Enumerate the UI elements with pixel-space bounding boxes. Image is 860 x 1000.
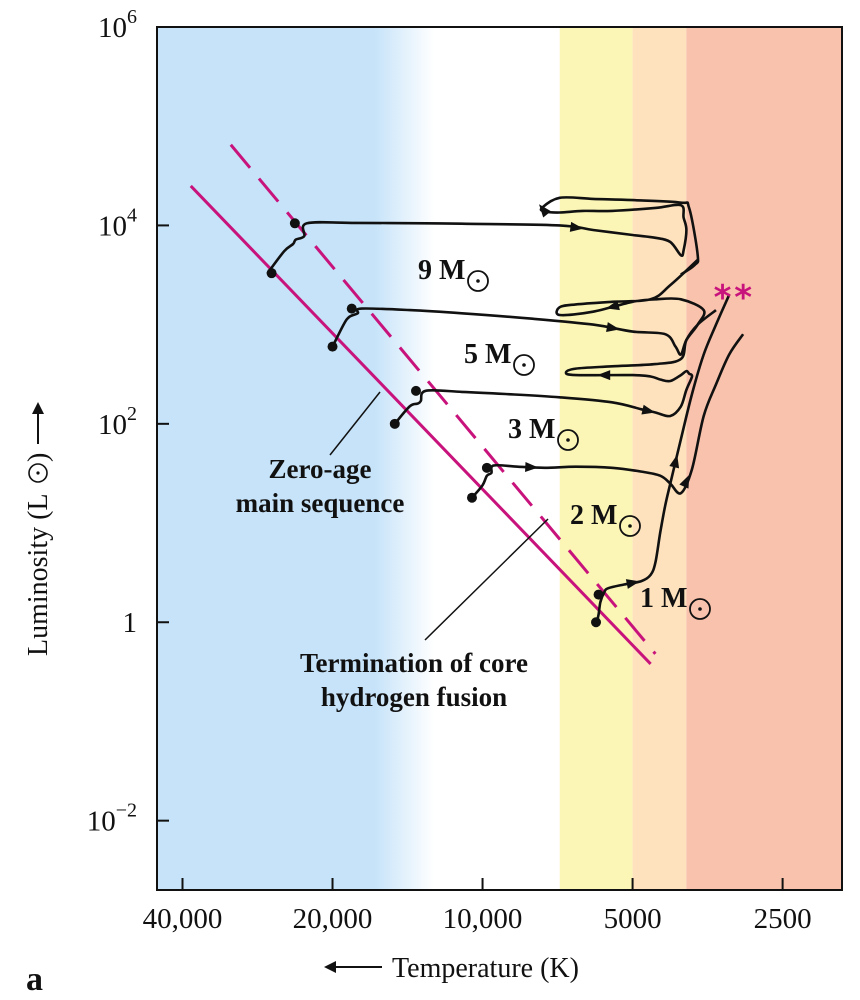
mass-label-9-m: 9 M: [418, 255, 489, 292]
sun-symbol-dot: [476, 279, 480, 283]
band-orange: [632, 27, 687, 890]
mass-label-1-m: 1 M: [640, 583, 711, 620]
track-arrow: [625, 579, 640, 589]
special-symbols: * *: [714, 278, 753, 318]
track-marker: [410, 385, 421, 396]
track-arrow: [525, 461, 539, 472]
mass-label-3-m: 3 M: [508, 414, 579, 451]
tams-label: Termination of core: [300, 648, 528, 678]
zams-line: [189, 184, 652, 665]
track-marker: [266, 268, 277, 279]
track-3-m: [393, 309, 717, 425]
x-axis-title: Temperature (K): [324, 953, 579, 984]
x-axis-ticks: 40,000 20,000 10,000 5000 2500: [143, 878, 812, 935]
asterisk-symbol: *: [714, 278, 732, 318]
track-marker: [481, 462, 492, 473]
sun-symbol-icon: [557, 429, 579, 451]
x-tick-label: 10,000: [443, 903, 523, 935]
band-fade: [374, 27, 435, 890]
track-arrow: [606, 322, 620, 332]
x-tick-label: 20,000: [293, 903, 373, 935]
sun-symbol-dot: [628, 524, 632, 528]
track-arrow: [597, 370, 611, 381]
track-arrow: [641, 404, 656, 415]
y-tick-label: 1: [123, 607, 138, 639]
track-arrow: [669, 454, 680, 469]
mass-label-text: 5 M: [464, 339, 511, 370]
track-arrow: [569, 221, 584, 232]
mass-label-text: 3 M: [508, 414, 555, 445]
panel-label: a: [26, 961, 43, 998]
track-arrow: [606, 300, 620, 311]
temperature-color-bands: [157, 27, 842, 890]
track-marker: [289, 218, 300, 229]
track-marker: [327, 341, 338, 352]
x-tick-label: 40,000: [143, 903, 223, 935]
x-tick-label: 5000: [604, 903, 662, 935]
track-2-m: [470, 333, 745, 499]
mass-label-text: 1 M: [640, 583, 687, 614]
zams-pointer: [329, 391, 381, 456]
y-axis-ticks: 106 104 102 1 10−2: [87, 6, 169, 838]
sun-symbol-dot: [698, 607, 702, 611]
sun-symbol-dot: [522, 363, 526, 367]
y-tick-label: 106: [98, 6, 137, 44]
tams-line: [229, 143, 657, 655]
sun-symbol-icon: [513, 354, 535, 376]
track-marker: [466, 492, 477, 503]
track-marker: [346, 303, 357, 314]
tams-pointer: [424, 518, 549, 641]
annotations: Zero-age main sequence Termination of core…: [236, 391, 549, 712]
y-tick-label: 10−2: [87, 800, 137, 838]
x-axis-label: Temperature (K): [392, 953, 579, 984]
y-tick-label: 104: [98, 204, 137, 242]
mass-labels: 9 M 5 M 3 M 2 M 1 M: [418, 255, 711, 620]
asterisk-symbol: *: [734, 278, 752, 318]
sun-symbol-icon: [619, 515, 641, 537]
sun-symbol-icon: [689, 598, 711, 620]
y-axis-label: Luminosity (L: [23, 493, 54, 656]
band-yellow: [559, 27, 633, 890]
zams-label: Zero-age: [269, 454, 372, 484]
mass-label-text: 2 M: [570, 500, 617, 531]
zams-label: main sequence: [236, 488, 405, 518]
evolutionary-tracks: [266, 195, 745, 628]
track-9-m: [266, 195, 700, 276]
tams-label: hydrogen fusion: [321, 682, 507, 712]
track-arrow: [539, 204, 552, 218]
track-arrow: [679, 474, 690, 489]
mass-label-5-m: 5 M: [464, 339, 535, 376]
sun-symbol-dot: [566, 438, 570, 442]
track-marker: [591, 617, 602, 628]
x-tick-label: 2500: [754, 903, 812, 935]
sun-symbol-icon: [28, 463, 48, 483]
band-white: [409, 27, 560, 890]
mass-label-2-m: 2 M: [570, 500, 641, 537]
sun-symbol-icon: [467, 270, 489, 292]
sequence-lines: [189, 143, 657, 665]
y-axis-label-close: ): [23, 453, 54, 462]
mass-label-text: 9 M: [418, 255, 465, 286]
track-marker: [593, 589, 604, 600]
plot-frame: [156, 26, 843, 891]
band-red: [686, 27, 842, 890]
y-axis-title: Luminosity (L ): [23, 402, 54, 656]
band-blue: [157, 27, 410, 890]
track-marker: [389, 418, 400, 429]
y-tick-label: 102: [98, 403, 137, 441]
